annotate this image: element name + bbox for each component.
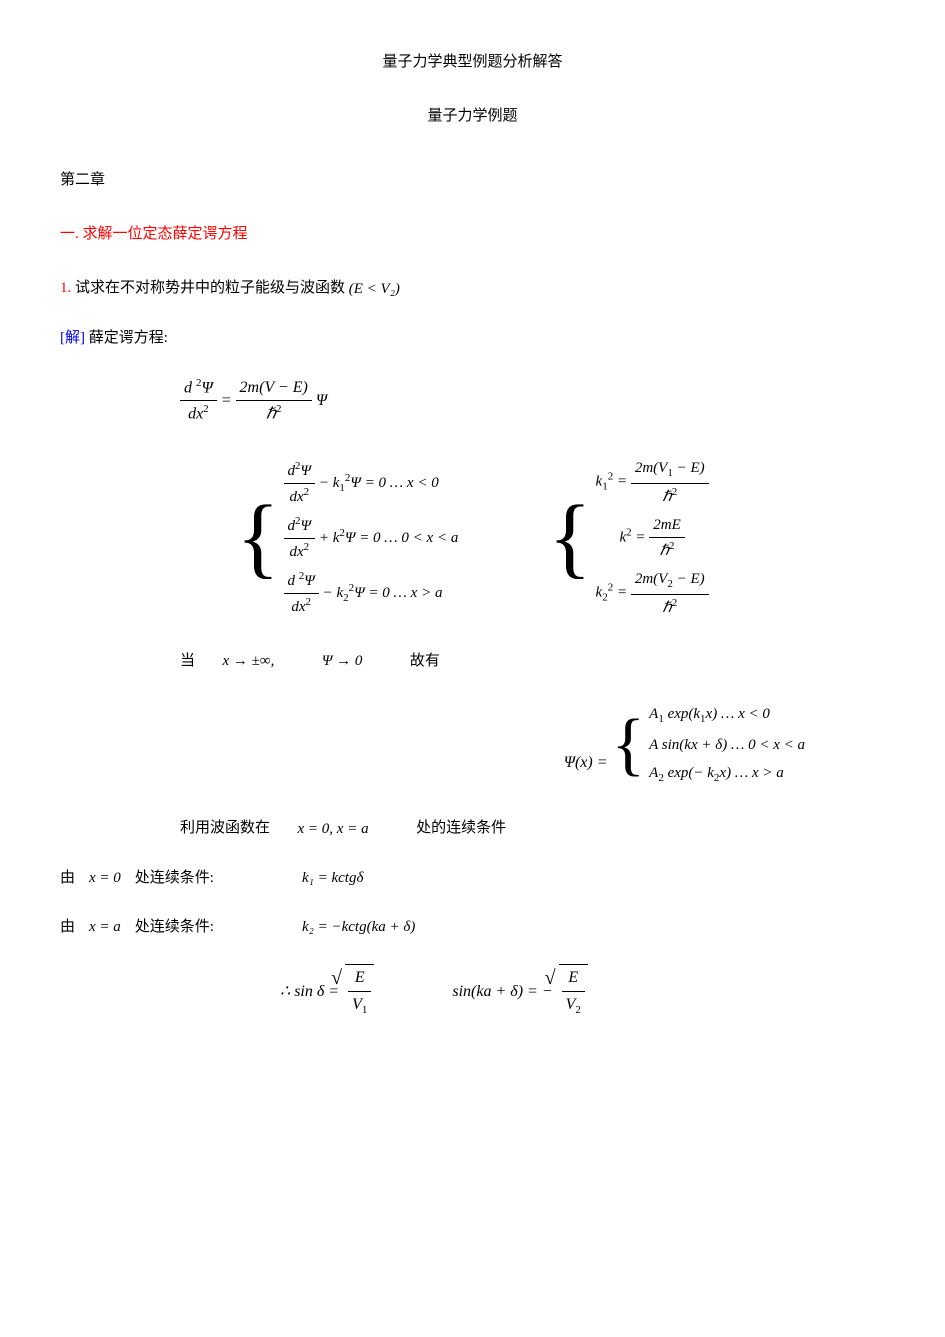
sys-right-line-3: k22 = 2m(V2 − E)ℏ2 (596, 567, 709, 620)
chapter-label: 第二章 (60, 168, 885, 192)
cont-expr: x = 0, x = a (298, 817, 369, 841)
schrodinger-equation: d 2Ψ dx2 = 2m(V − E) ℏ2 Ψ (60, 375, 885, 428)
problem-text: 试求在不对称势井中的粒子能级与波函数 (75, 280, 345, 296)
brace-right-icon: { (548, 502, 591, 574)
limit-t1: 当 (180, 653, 195, 669)
sys-right-line-1: k12 = 2m(V1 − E)ℏ2 (596, 456, 709, 509)
system-left: { d2Ψdx2 − k12Ψ = 0 … x < 0 d2Ψdx2 + k2Ψ… (236, 454, 458, 623)
psi-line-1: A1 exp(k1x) … x < 0 (649, 702, 805, 729)
eq1-rhs-den: ℏ2 (236, 401, 312, 427)
sys-left-line-2: d2Ψdx2 + k2Ψ = 0 … 0 < x < a (284, 513, 459, 564)
cond1-expr: x = 0 (89, 866, 121, 890)
psi-line-2: A sin(kx + δ) … 0 < x < a (649, 733, 805, 757)
limit-expr1: x → ±∞, (223, 649, 275, 673)
cont-t2: 处的连续条件 (416, 820, 506, 836)
res2-den: V2 (562, 992, 585, 1020)
psi-lhs: Ψ(x) = (564, 750, 608, 776)
brace-left-icon: { (236, 502, 279, 574)
continuity-intro: 利用波函数在 x = 0, x = a 处的连续条件 (60, 816, 885, 841)
sys-left-line-1: d2Ψdx2 − k12Ψ = 0 … x < 0 (284, 458, 459, 509)
equation-systems: { d2Ψdx2 − k12Ψ = 0 … x < 0 d2Ψdx2 + k2Ψ… (60, 452, 885, 623)
res2-num: E (562, 965, 585, 992)
limit-line: 当 x → ±∞, Ψ → 0 故有 (60, 649, 885, 674)
cond2-t2: 处连续条件: (135, 915, 214, 939)
res1-den: V1 (348, 992, 371, 1020)
solution-intro: 薛定谔方程: (89, 330, 168, 346)
system-right: { k12 = 2m(V1 − E)ℏ2 k2 = 2mEℏ2 k22 = 2m… (548, 452, 708, 623)
condition-2: 由 x = a 处连续条件: k₂ = −kctg(ka + δ) (60, 915, 885, 939)
psi-line-3: A2 exp(− k2x) … x > a (649, 761, 805, 788)
limit-t2: 故有 (410, 653, 440, 669)
cond1-t1: 由 (60, 866, 75, 890)
problem-statement: 1. 试求在不对称势井中的粒子能级与波函数 (E < V₂) (60, 276, 885, 301)
sys-right-line-2: k2 = 2mEℏ2 (596, 513, 709, 563)
doc-subtitle: 量子力学例题 (60, 104, 885, 128)
limit-expr2: Ψ → 0 (322, 649, 363, 673)
cond2-expr: x = a (89, 915, 121, 939)
doc-title: 量子力学典型例题分析解答 (60, 50, 885, 74)
sys-left-line-3: d 2Ψdx2 − k22Ψ = 0 … x > a (284, 568, 459, 619)
psi-brace-icon: { (612, 717, 646, 773)
result-eq2-lhs: sin(ka + δ) = − (452, 979, 552, 1005)
eq1-lhs-num: d 2Ψ (180, 375, 217, 402)
therefore-icon: ∴ (280, 983, 290, 1000)
solution-label: [解] (60, 330, 85, 346)
condition-1: 由 x = 0 处连续条件: k₁ = kctgδ (60, 866, 885, 890)
problem-condition: (E < V₂) (349, 277, 400, 301)
cond2-eq: k₂ = −kctg(ka + δ) (302, 915, 415, 939)
eq1-rhs-num: 2m(V − E) (236, 375, 312, 402)
cond2-t1: 由 (60, 915, 75, 939)
cond1-eq: k₁ = kctgδ (302, 866, 363, 890)
problem-number: 1. (60, 280, 71, 296)
result-line: ∴ sin δ = EV1 sin(ka + δ) = − EV2 (60, 964, 885, 1019)
cont-t1: 利用波函数在 (180, 820, 270, 836)
psi-definition: Ψ(x) = { A1 exp(k1x) … x < 0 A sin(kx + … (60, 698, 885, 791)
eq1-tail: Ψ (316, 392, 327, 409)
eq1-lhs-den: dx2 (180, 401, 217, 427)
res1-num: E (348, 965, 371, 992)
section-heading: 一. 求解一位定态薛定谔方程 (60, 222, 885, 246)
cond1-t2: 处连续条件: (135, 866, 214, 890)
solution-start: [解] 薛定谔方程: (60, 326, 885, 350)
